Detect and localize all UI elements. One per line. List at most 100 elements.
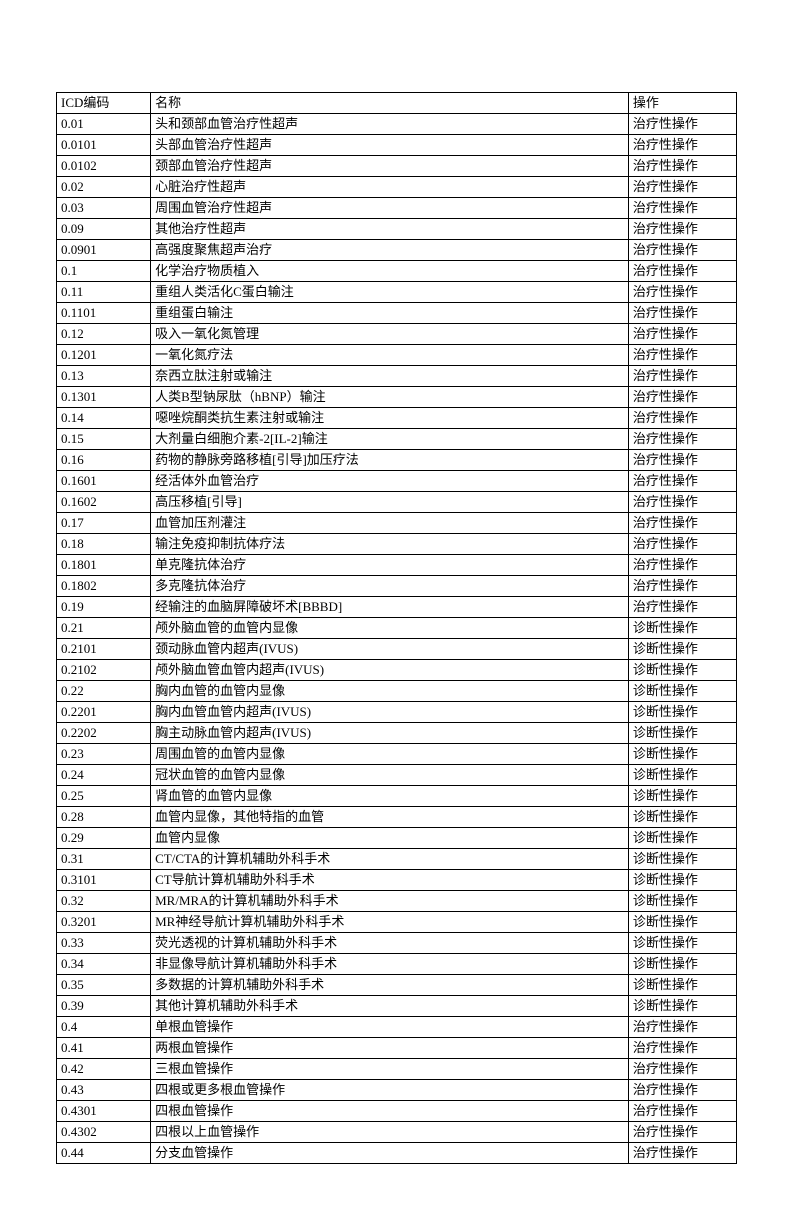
cell-name: 多克隆抗体治疗 bbox=[151, 576, 629, 597]
cell-code: 0.43 bbox=[57, 1080, 151, 1101]
cell-name: 吸入一氧化氮管理 bbox=[151, 324, 629, 345]
cell-op: 诊断性操作 bbox=[628, 807, 736, 828]
cell-code: 0.1601 bbox=[57, 471, 151, 492]
cell-code: 0.1802 bbox=[57, 576, 151, 597]
table-row: 0.0901高强度聚焦超声治疗治疗性操作 bbox=[57, 240, 737, 261]
table-row: 0.16药物的静脉旁路移植[引导]加压疗法治疗性操作 bbox=[57, 450, 737, 471]
cell-code: 0.1301 bbox=[57, 387, 151, 408]
cell-name: MR/MRA的计算机辅助外科手术 bbox=[151, 891, 629, 912]
table-row: 0.4单根血管操作治疗性操作 bbox=[57, 1017, 737, 1038]
cell-name: 头和颈部血管治疗性超声 bbox=[151, 114, 629, 135]
table-row: 0.33荧光透视的计算机辅助外科手术诊断性操作 bbox=[57, 933, 737, 954]
table-row: 0.18输注免疫抑制抗体疗法治疗性操作 bbox=[57, 534, 737, 555]
cell-op: 治疗性操作 bbox=[628, 555, 736, 576]
table-row: 0.1802多克隆抗体治疗治疗性操作 bbox=[57, 576, 737, 597]
cell-name: 颅外脑血管的血管内显像 bbox=[151, 618, 629, 639]
cell-code: 0.42 bbox=[57, 1059, 151, 1080]
cell-name: 化学治疗物质植入 bbox=[151, 261, 629, 282]
cell-name: 血管内显像，其他特指的血管 bbox=[151, 807, 629, 828]
icd-code-table: ICD编码名称操作0.01头和颈部血管治疗性超声治疗性操作0.0101头部血管治… bbox=[56, 92, 737, 1164]
table-row: 0.31CT/CTA的计算机辅助外科手术诊断性操作 bbox=[57, 849, 737, 870]
table-row: 0.23周围血管的血管内显像诊断性操作 bbox=[57, 744, 737, 765]
cell-code: 0.1201 bbox=[57, 345, 151, 366]
table-row: 0.2201胸内血管血管内超声(IVUS)诊断性操作 bbox=[57, 702, 737, 723]
cell-op: 治疗性操作 bbox=[628, 1080, 736, 1101]
cell-op: 诊断性操作 bbox=[628, 702, 736, 723]
cell-name: 大剂量白细胞介素-2[IL-2]输注 bbox=[151, 429, 629, 450]
cell-name: 经输注的血脑屏障破坏术[BBBD] bbox=[151, 597, 629, 618]
cell-name: 重组人类活化C蛋白输注 bbox=[151, 282, 629, 303]
table-row: 0.32MR/MRA的计算机辅助外科手术诊断性操作 bbox=[57, 891, 737, 912]
cell-code: 0.03 bbox=[57, 198, 151, 219]
cell-code: 0.21 bbox=[57, 618, 151, 639]
table-row: 0.28血管内显像，其他特指的血管诊断性操作 bbox=[57, 807, 737, 828]
cell-op: 诊断性操作 bbox=[628, 849, 736, 870]
table-row: 0.12吸入一氧化氮管理治疗性操作 bbox=[57, 324, 737, 345]
cell-name: 四根以上血管操作 bbox=[151, 1122, 629, 1143]
table-row: 0.35多数据的计算机辅助外科手术诊断性操作 bbox=[57, 975, 737, 996]
cell-name: 胸内血管的血管内显像 bbox=[151, 681, 629, 702]
cell-op: 治疗性操作 bbox=[628, 429, 736, 450]
cell-name: 周围血管治疗性超声 bbox=[151, 198, 629, 219]
cell-name: 输注免疫抑制抗体疗法 bbox=[151, 534, 629, 555]
cell-code: 0.25 bbox=[57, 786, 151, 807]
cell-code: 0.32 bbox=[57, 891, 151, 912]
table-row: 0.0101头部血管治疗性超声治疗性操作 bbox=[57, 135, 737, 156]
cell-code: 0.39 bbox=[57, 996, 151, 1017]
table-row: 0.1301人类B型钠尿肽（hBNP）输注治疗性操作 bbox=[57, 387, 737, 408]
cell-op: 诊断性操作 bbox=[628, 870, 736, 891]
table-row: 0.1801单克隆抗体治疗治疗性操作 bbox=[57, 555, 737, 576]
cell-op: 治疗性操作 bbox=[628, 1017, 736, 1038]
table-row: 0.24冠状血管的血管内显像诊断性操作 bbox=[57, 765, 737, 786]
cell-op: 治疗性操作 bbox=[628, 492, 736, 513]
table-header-row: ICD编码名称操作 bbox=[57, 93, 737, 114]
cell-code: 0.41 bbox=[57, 1038, 151, 1059]
cell-name: 冠状血管的血管内显像 bbox=[151, 765, 629, 786]
table-row: 0.1602高压移植[引导]治疗性操作 bbox=[57, 492, 737, 513]
cell-code: 0.16 bbox=[57, 450, 151, 471]
cell-code: 0.2202 bbox=[57, 723, 151, 744]
cell-code: 0.4301 bbox=[57, 1101, 151, 1122]
cell-code: 0.0101 bbox=[57, 135, 151, 156]
header-cell-op: 操作 bbox=[628, 93, 736, 114]
cell-code: 0.01 bbox=[57, 114, 151, 135]
cell-op: 诊断性操作 bbox=[628, 618, 736, 639]
cell-op: 治疗性操作 bbox=[628, 177, 736, 198]
cell-code: 0.1801 bbox=[57, 555, 151, 576]
cell-op: 治疗性操作 bbox=[628, 1101, 736, 1122]
cell-op: 诊断性操作 bbox=[628, 660, 736, 681]
cell-code: 0.33 bbox=[57, 933, 151, 954]
cell-op: 治疗性操作 bbox=[628, 261, 736, 282]
cell-name: MR神经导航计算机辅助外科手术 bbox=[151, 912, 629, 933]
cell-code: 0.1602 bbox=[57, 492, 151, 513]
cell-code: 0.3201 bbox=[57, 912, 151, 933]
cell-name: 噁唑烷酮类抗生素注射或输注 bbox=[151, 408, 629, 429]
cell-code: 0.15 bbox=[57, 429, 151, 450]
cell-name: 单克隆抗体治疗 bbox=[151, 555, 629, 576]
cell-op: 治疗性操作 bbox=[628, 513, 736, 534]
cell-code: 0.1101 bbox=[57, 303, 151, 324]
table-row: 0.44分支血管操作治疗性操作 bbox=[57, 1143, 737, 1164]
cell-op: 治疗性操作 bbox=[628, 471, 736, 492]
cell-code: 0.09 bbox=[57, 219, 151, 240]
cell-op: 诊断性操作 bbox=[628, 912, 736, 933]
cell-name: 心脏治疗性超声 bbox=[151, 177, 629, 198]
table-row: 0.41两根血管操作治疗性操作 bbox=[57, 1038, 737, 1059]
table-row: 0.29血管内显像诊断性操作 bbox=[57, 828, 737, 849]
cell-name: 药物的静脉旁路移植[引导]加压疗法 bbox=[151, 450, 629, 471]
table-row: 0.09其他治疗性超声治疗性操作 bbox=[57, 219, 737, 240]
table-row: 0.13奈西立肽注射或输注治疗性操作 bbox=[57, 366, 737, 387]
cell-code: 0.0102 bbox=[57, 156, 151, 177]
cell-code: 0.24 bbox=[57, 765, 151, 786]
cell-name: 多数据的计算机辅助外科手术 bbox=[151, 975, 629, 996]
table-row: 0.42三根血管操作治疗性操作 bbox=[57, 1059, 737, 1080]
cell-name: 单根血管操作 bbox=[151, 1017, 629, 1038]
cell-op: 治疗性操作 bbox=[628, 114, 736, 135]
cell-name: CT导航计算机辅助外科手术 bbox=[151, 870, 629, 891]
cell-op: 治疗性操作 bbox=[628, 324, 736, 345]
cell-name: 三根血管操作 bbox=[151, 1059, 629, 1080]
cell-name: 血管内显像 bbox=[151, 828, 629, 849]
cell-op: 诊断性操作 bbox=[628, 828, 736, 849]
cell-code: 0.19 bbox=[57, 597, 151, 618]
cell-name: 人类B型钠尿肽（hBNP）输注 bbox=[151, 387, 629, 408]
